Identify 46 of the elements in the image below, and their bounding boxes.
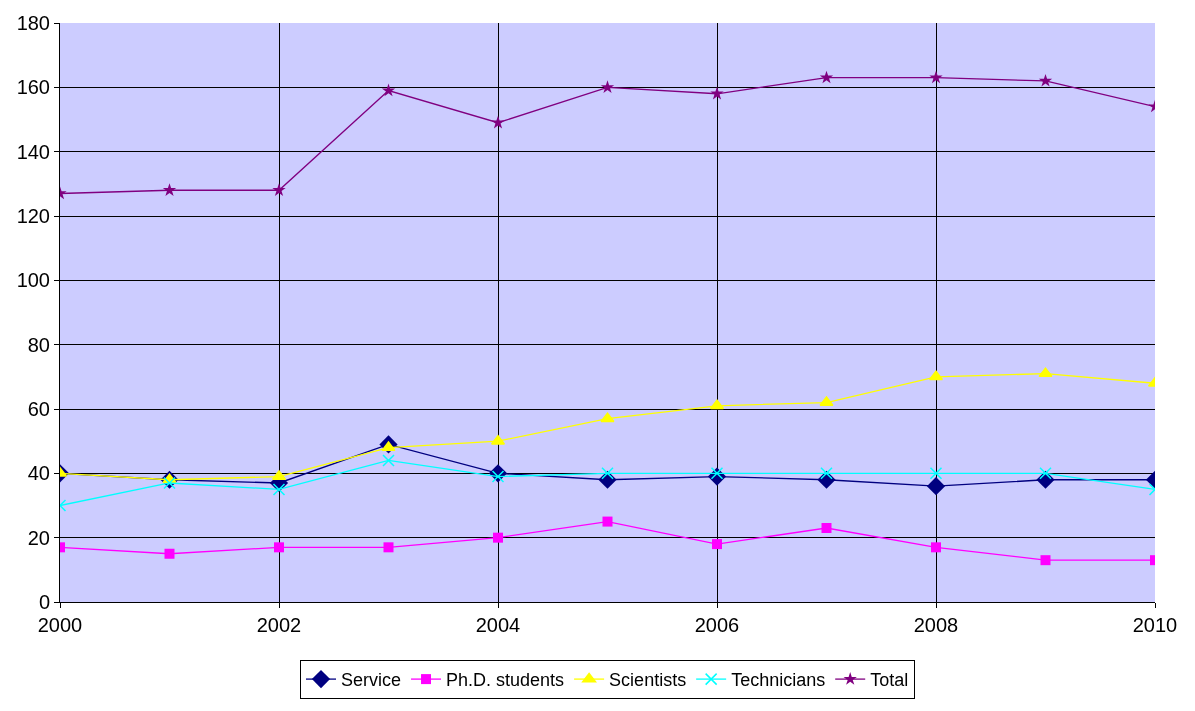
point	[272, 483, 286, 496]
point	[926, 477, 946, 496]
x-tick-label: 2004	[475, 614, 521, 636]
x-tick-label: 2002	[256, 614, 302, 636]
point	[1038, 367, 1053, 378]
point	[383, 542, 394, 553]
point	[381, 441, 396, 452]
legend-label: Total	[870, 670, 909, 691]
x-tick-label: 2000	[37, 614, 83, 636]
x-tick-label: 2008	[913, 614, 959, 636]
point	[600, 80, 615, 93]
legend-label: Service	[341, 670, 402, 691]
point	[819, 396, 834, 407]
point	[929, 467, 943, 480]
legend-label: Scientists	[609, 670, 687, 691]
y-tick-label: 60	[27, 398, 50, 420]
y-tick-label: 160	[16, 76, 50, 99]
legend-label: Ph.D. students	[446, 670, 565, 691]
point	[1040, 555, 1051, 566]
point	[493, 532, 503, 543]
point	[602, 516, 613, 527]
point	[1038, 73, 1053, 87]
y-tick-label: 80	[27, 333, 50, 356]
point	[382, 454, 395, 467]
legend-label: Technicians	[731, 670, 826, 691]
y-tick-label: 20	[27, 526, 50, 549]
y-tick-label: 180	[16, 12, 50, 34]
y-tick-label: 0	[38, 591, 50, 613]
point	[710, 86, 724, 100]
point	[491, 115, 505, 129]
point	[821, 523, 832, 534]
point	[931, 542, 941, 553]
x-tick-label: 2010	[1132, 614, 1178, 636]
point	[162, 183, 177, 196]
point	[274, 542, 284, 553]
y-tick-label: 100	[16, 269, 50, 292]
x-tick-label: 2006	[694, 614, 740, 636]
y-tick-label: 120	[16, 205, 50, 227]
point	[712, 539, 722, 550]
point	[600, 412, 615, 423]
point	[164, 548, 175, 559]
point	[381, 83, 396, 97]
y-tick-label: 140	[16, 140, 50, 163]
point	[272, 183, 286, 196]
y-tick-label: 40	[27, 462, 50, 485]
point	[929, 70, 943, 84]
